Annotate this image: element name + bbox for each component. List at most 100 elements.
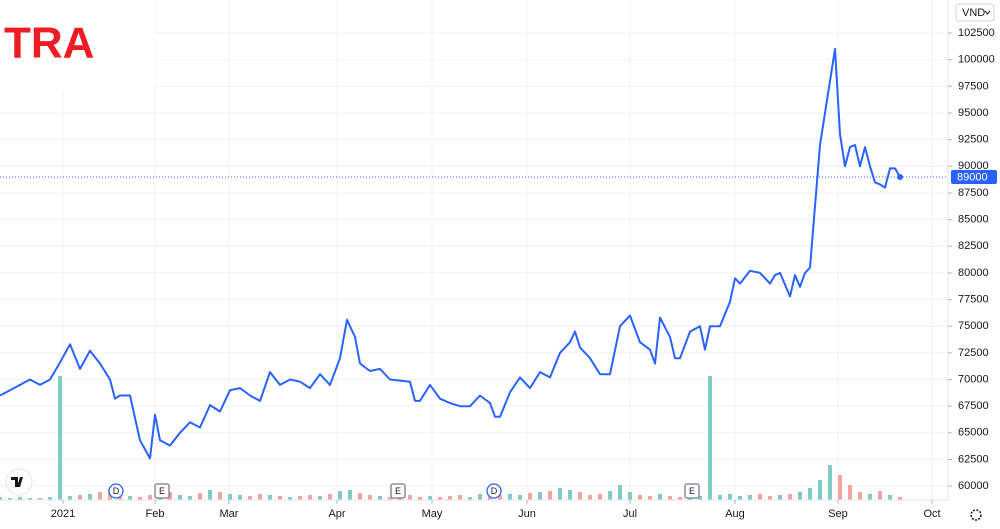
y-tick-label: 65000 xyxy=(958,427,989,439)
event-label: D xyxy=(113,486,120,496)
x-tick-label: Sep xyxy=(828,508,848,520)
event-marker xyxy=(390,483,406,499)
y-tick-label: 92500 xyxy=(958,134,989,146)
volume xyxy=(0,376,902,500)
tv-logo[interactable] xyxy=(5,468,33,496)
volume-bar xyxy=(818,480,822,500)
x-tick-label: Mar xyxy=(220,508,239,520)
volume-bar xyxy=(358,493,362,500)
y-tick-label: 60000 xyxy=(958,480,989,492)
y-tick-label: 100000 xyxy=(958,54,995,66)
x-tick-label: Oct xyxy=(923,508,940,520)
volume-bar xyxy=(888,495,892,500)
volume-bar xyxy=(228,494,232,500)
volume-bar xyxy=(348,490,352,500)
logo-mark[interactable] xyxy=(11,477,23,487)
last-price-box xyxy=(951,169,997,184)
volume-bar xyxy=(618,485,622,500)
volume-bar xyxy=(638,495,642,500)
volume-bar xyxy=(188,496,192,500)
volume-bar xyxy=(558,488,562,500)
volume-bar xyxy=(208,490,212,500)
volume-bar xyxy=(718,495,722,500)
volume-bar xyxy=(198,493,202,500)
volume-bar xyxy=(798,492,802,500)
volume-bar xyxy=(328,494,332,500)
x-tick-label: 2021 xyxy=(51,508,75,520)
volume-bar xyxy=(778,495,782,500)
volume-bar xyxy=(298,496,302,500)
volume-bar xyxy=(498,495,502,500)
volume-bar xyxy=(18,497,22,500)
volume-bar xyxy=(48,497,52,500)
volume-bar xyxy=(508,494,512,500)
volume-bar xyxy=(8,498,12,500)
volume-bar xyxy=(678,497,682,500)
volume-bar xyxy=(578,492,582,500)
volume-bar xyxy=(408,495,412,500)
volume-bar xyxy=(768,496,772,500)
volume-bar xyxy=(758,494,762,500)
y-tick-label: 95000 xyxy=(958,107,989,119)
volume-bar xyxy=(248,496,252,500)
volume-bar xyxy=(648,496,652,500)
volume-bar xyxy=(588,495,592,500)
volume-bar xyxy=(538,492,542,500)
volume-bar xyxy=(58,376,62,500)
volume-bar xyxy=(488,496,492,500)
volume-bar xyxy=(218,492,222,500)
volume-bar xyxy=(458,495,462,500)
event-label: E xyxy=(159,486,165,496)
event-marker xyxy=(486,483,502,499)
last-price-label: 89000 xyxy=(957,171,988,183)
volume-bar xyxy=(698,496,702,500)
volume-bar xyxy=(168,492,172,500)
y-tick-label: 77500 xyxy=(958,293,989,305)
settings[interactable] xyxy=(970,509,982,521)
currency-label[interactable]: VND xyxy=(962,7,985,19)
y-tick-label: 70000 xyxy=(958,373,989,385)
volume-bar xyxy=(598,494,602,500)
dropdown-arrow[interactable] xyxy=(984,10,991,15)
settings-icon[interactable] xyxy=(970,509,982,521)
volume-bar xyxy=(478,494,482,500)
volume-bar xyxy=(368,495,372,500)
event-marker xyxy=(684,483,700,499)
volume-bar xyxy=(898,497,902,500)
volume-bar xyxy=(878,491,882,500)
volume-bar xyxy=(828,465,832,500)
volume-bar xyxy=(238,495,242,500)
event-label: E xyxy=(689,486,695,496)
volume-bar xyxy=(38,498,42,500)
y-tick-label: 90000 xyxy=(958,160,989,172)
volume-bar xyxy=(808,488,812,500)
volume-bar xyxy=(528,493,532,500)
volume-bar xyxy=(68,496,72,500)
volume-bar xyxy=(708,376,712,500)
volume-bar xyxy=(178,495,182,500)
y-tick-label: 97500 xyxy=(958,80,989,92)
currency-button[interactable] xyxy=(955,3,995,22)
volume-bar xyxy=(848,485,852,500)
volume-bar xyxy=(728,494,732,500)
x-tick-label: Aug xyxy=(725,508,745,520)
price-line xyxy=(0,48,901,460)
volume-bar xyxy=(738,496,742,500)
volume-bar xyxy=(0,497,2,500)
y-tick-label: 75000 xyxy=(958,320,989,332)
volume-bar xyxy=(378,496,382,500)
volume-bar xyxy=(438,497,442,500)
x-tick-label: Jun xyxy=(518,508,536,520)
volume-bar xyxy=(338,491,342,500)
x-tick-label: Jul xyxy=(623,508,637,520)
volume-bar xyxy=(568,490,572,500)
volume-bar xyxy=(608,491,612,500)
y-tick-label: 62500 xyxy=(958,453,989,465)
volume-bar xyxy=(278,496,282,500)
volume-bar xyxy=(88,494,92,500)
x-tick-label: Feb xyxy=(146,508,165,520)
event-label: D xyxy=(491,486,498,496)
event-label: E xyxy=(395,486,401,496)
